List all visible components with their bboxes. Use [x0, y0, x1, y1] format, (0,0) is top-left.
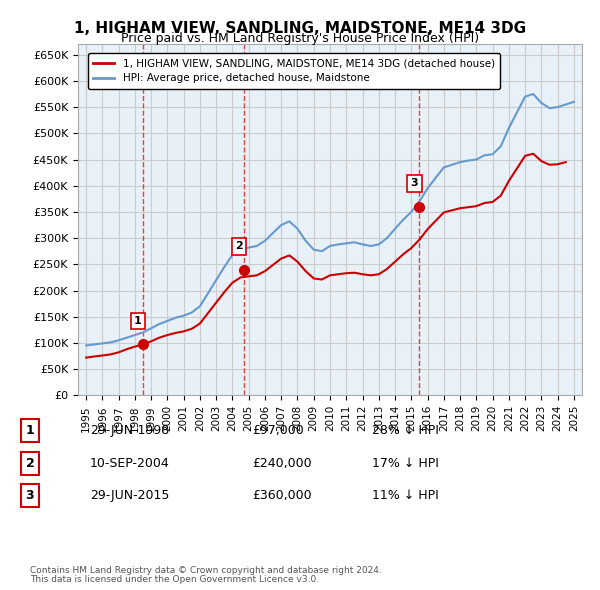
- Text: 3: 3: [410, 178, 418, 188]
- Text: 29-JUN-1998: 29-JUN-1998: [90, 424, 169, 437]
- Text: Contains HM Land Registry data © Crown copyright and database right 2024.: Contains HM Land Registry data © Crown c…: [30, 566, 382, 575]
- Text: This data is licensed under the Open Government Licence v3.0.: This data is licensed under the Open Gov…: [30, 575, 319, 584]
- Text: Price paid vs. HM Land Registry's House Price Index (HPI): Price paid vs. HM Land Registry's House …: [121, 32, 479, 45]
- Text: £240,000: £240,000: [252, 457, 311, 470]
- Text: 29-JUN-2015: 29-JUN-2015: [90, 489, 169, 502]
- Text: 11% ↓ HPI: 11% ↓ HPI: [372, 489, 439, 502]
- Text: 2: 2: [235, 241, 242, 251]
- Text: 10-SEP-2004: 10-SEP-2004: [90, 457, 170, 470]
- Text: 3: 3: [26, 489, 34, 502]
- Legend: 1, HIGHAM VIEW, SANDLING, MAIDSTONE, ME14 3DG (detached house), HPI: Average pri: 1, HIGHAM VIEW, SANDLING, MAIDSTONE, ME1…: [88, 53, 500, 88]
- Text: £97,000: £97,000: [252, 424, 304, 437]
- Text: £360,000: £360,000: [252, 489, 311, 502]
- Text: 1, HIGHAM VIEW, SANDLING, MAIDSTONE, ME14 3DG: 1, HIGHAM VIEW, SANDLING, MAIDSTONE, ME1…: [74, 21, 526, 35]
- Text: 2: 2: [26, 457, 34, 470]
- Text: 1: 1: [26, 424, 34, 437]
- Text: 28% ↓ HPI: 28% ↓ HPI: [372, 424, 439, 437]
- Text: 1: 1: [134, 316, 142, 326]
- Text: 17% ↓ HPI: 17% ↓ HPI: [372, 457, 439, 470]
